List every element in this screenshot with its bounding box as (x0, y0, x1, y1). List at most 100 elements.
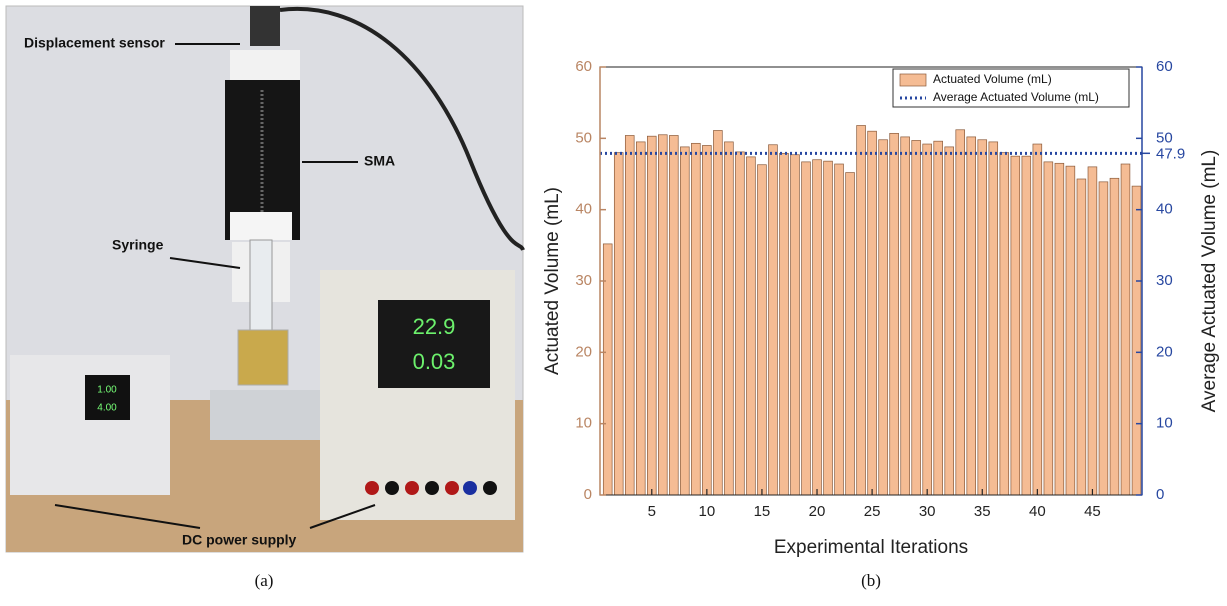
display-text: 0.03 (413, 349, 456, 374)
bar (999, 152, 1010, 496)
terminals (365, 481, 497, 495)
bar (702, 145, 712, 496)
syringe-holder (230, 212, 292, 240)
y2-tick-label: 60 (1156, 58, 1173, 75)
bar (845, 172, 855, 496)
bar (878, 139, 888, 496)
bar (966, 136, 977, 496)
bar (647, 135, 657, 496)
arrow (54, 504, 201, 529)
bar (1131, 185, 1142, 496)
bar (1021, 155, 1032, 496)
bar (624, 135, 635, 496)
bar (1043, 161, 1054, 496)
bar (768, 144, 778, 496)
bar (1054, 162, 1065, 496)
sensor-body (250, 6, 280, 46)
display-text: 22.9 (413, 314, 456, 339)
syringe (249, 239, 273, 331)
y-axis-label: Actuated Volume (mL) (542, 187, 563, 375)
label: Syringe (112, 237, 164, 253)
bar (1098, 181, 1109, 496)
x-tick-label: 30 (919, 503, 936, 520)
y2-tick-label: 40 (1156, 201, 1173, 218)
legend-label: Actuated Volume (mL) (933, 72, 1052, 86)
small-display (85, 375, 130, 420)
y2-tick-label: 20 (1156, 343, 1173, 360)
bar (823, 160, 833, 496)
bar (636, 141, 646, 496)
bar (812, 159, 822, 496)
bar (900, 136, 910, 496)
bar (867, 130, 877, 496)
beaker (237, 329, 289, 386)
bar (801, 161, 811, 496)
bar (669, 135, 679, 496)
bar (1065, 165, 1076, 496)
bar (944, 146, 954, 496)
bar (713, 130, 723, 496)
bar (834, 163, 844, 496)
bar (613, 152, 624, 496)
bar (1032, 143, 1043, 496)
legend-box (892, 68, 1130, 108)
bar (779, 152, 789, 496)
arrow (309, 504, 376, 529)
bar (746, 156, 756, 496)
bar (691, 142, 701, 496)
bar (790, 154, 800, 496)
label: Displacement sensor (24, 35, 165, 51)
x-tick-label: 5 (648, 503, 656, 520)
label: DC power supply (182, 532, 297, 548)
cable (279, 6, 525, 251)
y2-tick-label: 30 (1156, 272, 1173, 289)
arrow (169, 257, 241, 269)
stand-base (210, 390, 320, 440)
bar (735, 151, 745, 496)
bar (1120, 163, 1131, 496)
caption: (b) (861, 571, 881, 590)
bar (922, 143, 932, 496)
y-tick-label: 20 (575, 343, 592, 360)
y-tick-label: 60 (575, 58, 592, 75)
y-tick-label: 30 (575, 272, 592, 289)
y-tick-label: 50 (575, 129, 592, 146)
display-text: 1.00 (97, 385, 117, 396)
photo: 1.00 4.00 22.9 0.03 Displacement sensor … (5, 5, 525, 590)
x-tick-label: 20 (809, 503, 826, 520)
x-tick-label: 45 (1084, 503, 1101, 520)
bar (1076, 178, 1087, 496)
bar (757, 164, 767, 496)
chart: 47.9 0 10 20 30 40 50 60 0 10 20 30 40 50 60 5 10 15 20 25 3… (542, 58, 1220, 590)
bar (889, 132, 899, 496)
bar (977, 139, 988, 496)
sensor-mount (230, 50, 300, 80)
y2-tick-label: 10 (1156, 415, 1173, 432)
legend-label: Average Actuated Volume (mL) (933, 90, 1099, 104)
display-text: 4.00 (97, 403, 117, 414)
y2-tick-label: 0 (1156, 486, 1164, 503)
bar (680, 146, 690, 496)
label: SMA (364, 153, 395, 169)
y2-axis-label: Average Actuated Volume (mL) (1199, 150, 1220, 413)
average-label: 47.9 (1156, 145, 1185, 162)
bar (856, 125, 866, 496)
legend-swatch (899, 73, 927, 87)
large-display (378, 300, 490, 388)
bar (933, 140, 943, 496)
bar (1109, 177, 1120, 496)
x-tick-label: 35 (974, 503, 991, 520)
bar (988, 141, 999, 496)
bar (911, 140, 921, 496)
x-tick-label: 25 (864, 503, 881, 520)
x-tick-label: 10 (699, 503, 716, 520)
x-tick-label: 15 (754, 503, 771, 520)
caption: (a) (255, 571, 274, 590)
y-tick-label: 0 (584, 486, 592, 503)
x-axis-label: Experimental Iterations (774, 537, 968, 558)
bar (658, 134, 668, 496)
bar (955, 129, 965, 496)
y-tick-label: 40 (575, 201, 592, 218)
